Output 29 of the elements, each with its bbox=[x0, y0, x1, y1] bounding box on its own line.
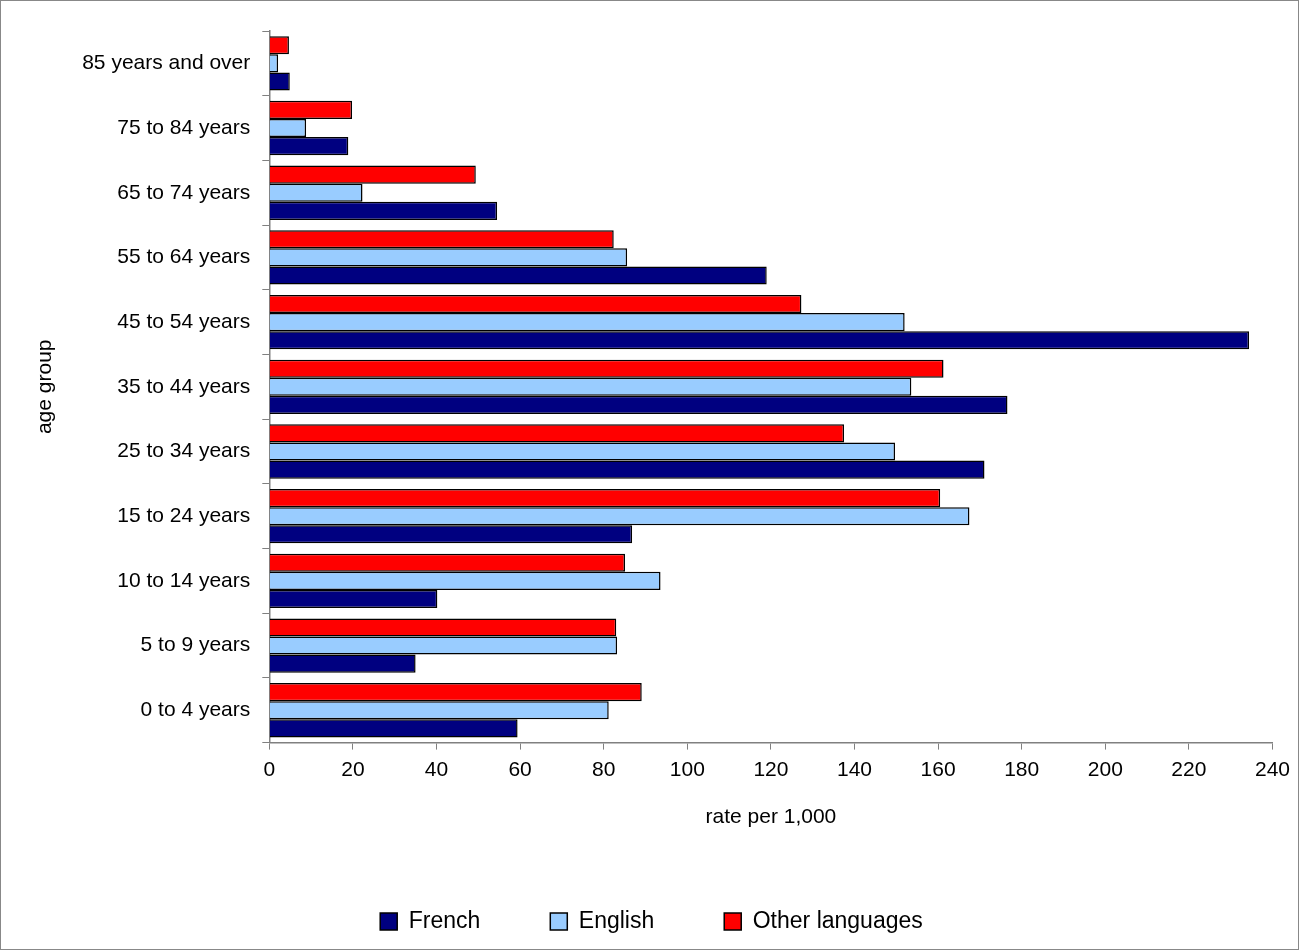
y-tick-label: 0 to 4 years bbox=[140, 697, 251, 721]
y-tick-label: 25 to 34 years bbox=[117, 438, 251, 462]
legend-label: French bbox=[408, 906, 481, 933]
x-tick-label: 200 bbox=[1087, 757, 1123, 780]
x-tick-label: 20 bbox=[341, 757, 365, 780]
x-tick-label: 60 bbox=[508, 757, 532, 780]
legend-label: Other languages bbox=[752, 906, 923, 933]
x-axis-title: rate per 1,000 bbox=[705, 804, 837, 828]
legend-label: English bbox=[578, 906, 655, 933]
y-tick-label: 10 to 14 years bbox=[117, 567, 251, 591]
y-tick-label: 15 to 24 years bbox=[117, 502, 251, 526]
x-tick-label: 180 bbox=[1004, 757, 1040, 780]
x-tick-label: 100 bbox=[669, 757, 705, 780]
x-tick-label: 80 bbox=[592, 757, 616, 780]
y-tick-label: 65 to 74 years bbox=[117, 179, 251, 203]
x-tick-label: 120 bbox=[753, 757, 789, 780]
y-tick-label: 55 to 64 years bbox=[117, 244, 251, 268]
x-tick-label: 0 bbox=[263, 757, 276, 780]
y-tick-label: 75 to 84 years bbox=[117, 114, 251, 138]
x-tick-label: 240 bbox=[1254, 757, 1290, 780]
x-tick-label: 140 bbox=[836, 757, 873, 780]
x-tick-label: 220 bbox=[1171, 757, 1207, 780]
y-tick-label: 85 years and over bbox=[82, 50, 251, 74]
y-tick-label: 5 to 9 years bbox=[140, 632, 251, 656]
y-tick-label: 45 to 54 years bbox=[117, 308, 251, 332]
y-tick-label: 35 to 44 years bbox=[117, 373, 251, 397]
y-axis-title: age group bbox=[32, 339, 56, 435]
x-tick-label: 160 bbox=[920, 757, 956, 780]
x-tick-label: 40 bbox=[424, 757, 449, 780]
